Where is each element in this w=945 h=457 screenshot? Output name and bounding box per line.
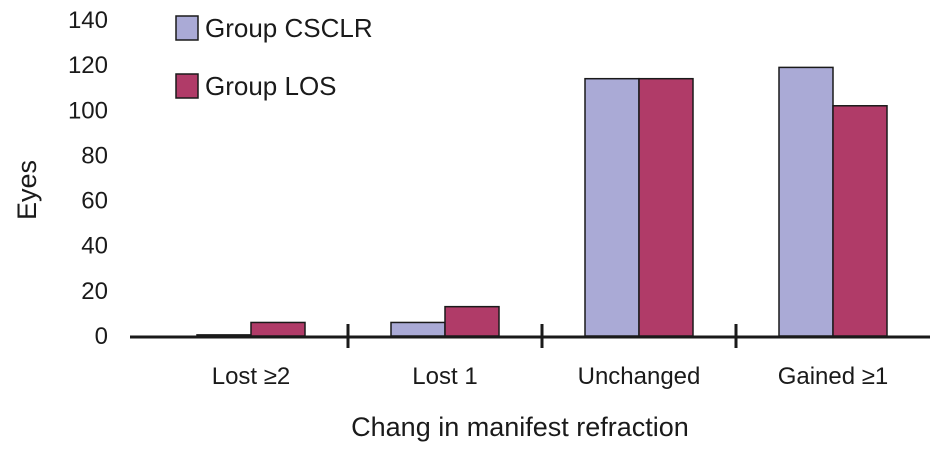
y-axis-title: Eyes (12, 160, 42, 220)
legend-label-los: Group LOS (205, 71, 337, 101)
x-category-label: Lost 1 (412, 363, 477, 390)
bar-los-2 (638, 77, 694, 337)
y-tick-label: 80 (81, 142, 108, 169)
axes-layer (130, 324, 930, 348)
bars-layer (196, 66, 888, 337)
y-tick-label: 60 (81, 188, 108, 215)
bar-csclr-3 (778, 66, 834, 337)
legend-swatch-los (175, 73, 199, 99)
bar-csclr-2 (584, 77, 640, 337)
bar-los-0 (250, 321, 306, 337)
legend: Group CSCLR Group LOS (175, 13, 373, 101)
bar-los-1 (444, 305, 500, 337)
x-category-label: Lost ≥2 (212, 363, 291, 390)
bar-csclr-1 (390, 321, 446, 337)
x-category-label: Unchanged (578, 363, 701, 390)
y-tick-label: 140 (68, 7, 108, 34)
x-category-labels: Lost ≥2 Lost 1 Unchanged Gained ≥1 (212, 363, 889, 390)
y-tick-label: 0 (95, 323, 108, 350)
y-tick-label: 120 (68, 52, 108, 79)
x-axis-title: Chang in manifest refraction (351, 412, 689, 442)
y-tick-label: 20 (81, 278, 108, 305)
bar-los-3 (832, 105, 888, 337)
y-tick-label: 100 (68, 97, 108, 124)
legend-swatch-csclr (175, 15, 199, 41)
x-category-label: Gained ≥1 (778, 363, 889, 390)
y-tick-labels: 0 20 40 60 80 100 120 140 (68, 7, 108, 350)
y-tick-label: 40 (81, 233, 108, 260)
legend-label-csclr: Group CSCLR (205, 13, 373, 43)
